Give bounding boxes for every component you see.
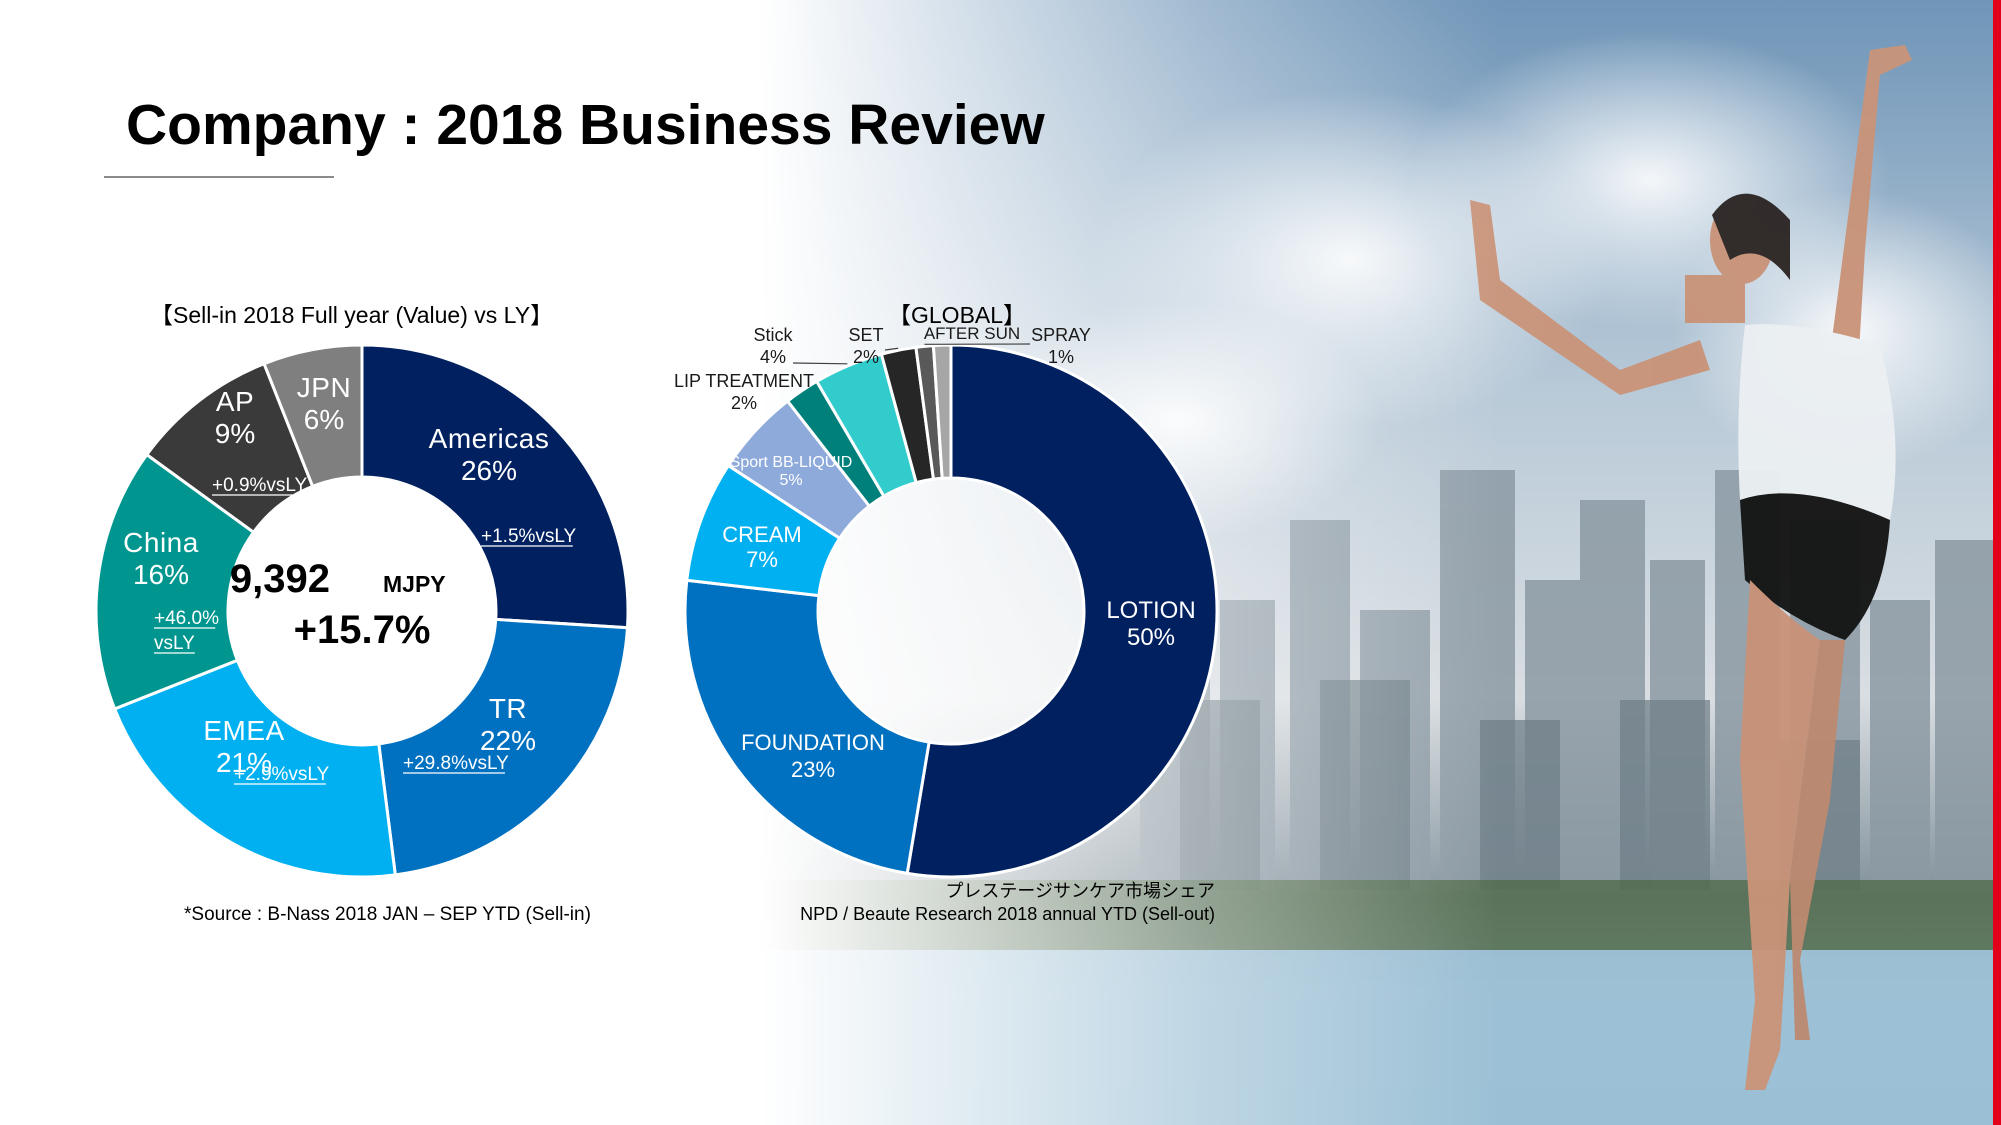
- slice-label-jpn: JPN: [297, 372, 351, 403]
- donut-center: [818, 478, 1084, 744]
- center-total-growth: +15.7%: [294, 608, 431, 652]
- slice-china: [94, 452, 256, 711]
- growth-vs-ly-emea: +2.9%vsLY: [234, 764, 330, 785]
- slice-percent-emea: 21%: [216, 747, 272, 778]
- leader-line-stick: [792, 362, 848, 365]
- slice-label-china: China: [123, 527, 199, 558]
- chart-title-sell-in: 【Sell-in 2018 Full year (Value) vs LY】: [150, 302, 554, 328]
- slice-percent-lip-treatment: 2%: [731, 393, 757, 413]
- page-title: Company : 2018 Business Review: [126, 93, 1045, 157]
- growth-vs-ly-tr: +29.8%vsLY: [403, 753, 509, 774]
- slice-label-after-sun: AFTER SUN: [924, 324, 1020, 343]
- center-total-value: 9,392: [230, 557, 330, 601]
- slice-percent-cream: 7%: [746, 547, 778, 572]
- slice-label-lotion: LOTION: [1106, 597, 1195, 624]
- accent-red-bar: [1993, 0, 2001, 1125]
- slice-percent-sport-bb-liquid: 5%: [779, 472, 802, 489]
- slice-foundation: [683, 578, 931, 876]
- slice-americas: [360, 343, 630, 630]
- slice-label-set: SET: [848, 325, 883, 345]
- slice-emea: [112, 658, 398, 879]
- slice-label-ap: AP: [216, 386, 254, 417]
- slice-percent-tr: 22%: [480, 725, 536, 756]
- slice-tr: [377, 617, 630, 877]
- slice-label-stick: Stick: [753, 325, 793, 345]
- source-line-2: NPD / Beaute Research 2018 annual YTD (S…: [800, 904, 1215, 924]
- growth-vs-ly-ap: +0.9%vsLY: [212, 475, 308, 496]
- slice-percent-set: 2%: [853, 347, 879, 367]
- slice-lotion: [905, 343, 1219, 879]
- slice-jpn: [262, 343, 364, 489]
- source-note-sell-in: *Source : B-Nass 2018 JAN – SEP YTD (Sel…: [184, 904, 591, 925]
- slice-percent-china: 16%: [133, 559, 189, 590]
- title-underline: [104, 176, 334, 178]
- growth-vs-ly-china: +46.0%: [154, 608, 219, 629]
- slice-label-americas: Americas: [429, 423, 550, 454]
- slice-spray: [931, 343, 953, 480]
- slice-percent-foundation: 23%: [791, 757, 835, 782]
- slice-label-emea: EMEA: [203, 715, 284, 746]
- slice-percent-stick: 4%: [760, 347, 786, 367]
- growth-vs-ly-china: vsLY: [154, 633, 195, 654]
- slice-percent-spray: 1%: [1048, 347, 1074, 367]
- slice-percent-jpn: 6%: [304, 404, 344, 435]
- slice-percent-ap: 9%: [215, 418, 255, 449]
- slice-label-lip-treatment: LIP TREATMENT: [674, 371, 814, 391]
- slice-label-cream: CREAM: [722, 522, 801, 547]
- slice-label-sport-bb-liquid: Sport BB-LIQUID: [730, 454, 853, 471]
- slice-label-tr: TR: [489, 693, 527, 724]
- chart-title-global: 【GLOBAL】: [888, 302, 1027, 328]
- center-total-unit: MJPY: [383, 571, 446, 597]
- slice-label-foundation: FOUNDATION: [741, 730, 885, 755]
- source-line-1: プレステージサンケア市場シェア: [945, 881, 1215, 901]
- slice-label-spray: SPRAY: [1031, 325, 1091, 345]
- slice-percent-americas: 26%: [461, 455, 517, 486]
- growth-vs-ly-americas: +1.5%vsLY: [481, 526, 577, 547]
- leader-line-set: [884, 347, 899, 351]
- slice-percent-lotion: 50%: [1127, 624, 1175, 651]
- source-note-global: プレステージサンケア市場シェア NPD / Beaute Research 20…: [800, 880, 1215, 926]
